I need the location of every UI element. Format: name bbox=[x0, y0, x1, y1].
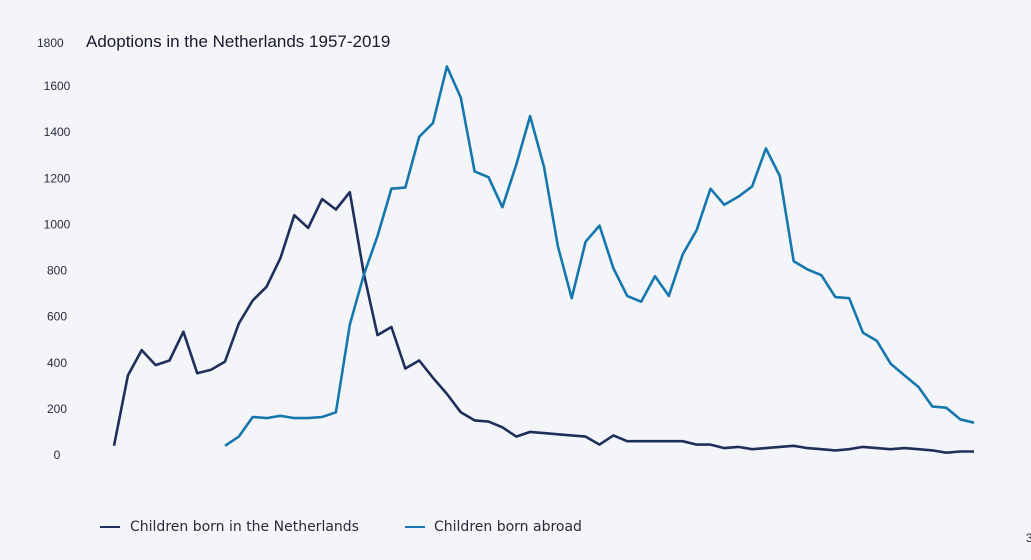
y-tick-label: 400 bbox=[47, 356, 67, 370]
y-axis-tick-labels: 0 200 400 600 800 1000 1200 1400 1600 bbox=[44, 79, 71, 462]
y-tick-label: 0 bbox=[54, 448, 61, 462]
y-tick-label: 1200 bbox=[44, 171, 71, 185]
chart-title: Adoptions in the Netherlands 1957-2019 bbox=[86, 32, 390, 51]
series-line-born-abroad bbox=[224, 65, 975, 447]
y-tick-label-top: 1800 bbox=[37, 36, 64, 50]
series-layer bbox=[112, 65, 975, 454]
series-line-born-nl bbox=[112, 190, 974, 454]
y-tick-label: 800 bbox=[47, 264, 67, 278]
page-number: 3 bbox=[1026, 531, 1031, 545]
legend-label-born-nl: Children born in the Netherlands bbox=[130, 519, 359, 535]
legend-label-born-abroad: Children born abroad bbox=[434, 519, 582, 535]
y-tick-label: 1400 bbox=[44, 125, 71, 139]
y-tick-label: 1000 bbox=[44, 217, 71, 231]
y-tick-label: 200 bbox=[47, 402, 67, 416]
legend: Children born in the Netherlands Childre… bbox=[100, 519, 582, 535]
y-tick-label: 1600 bbox=[44, 79, 71, 93]
y-tick-label: 600 bbox=[47, 310, 67, 324]
